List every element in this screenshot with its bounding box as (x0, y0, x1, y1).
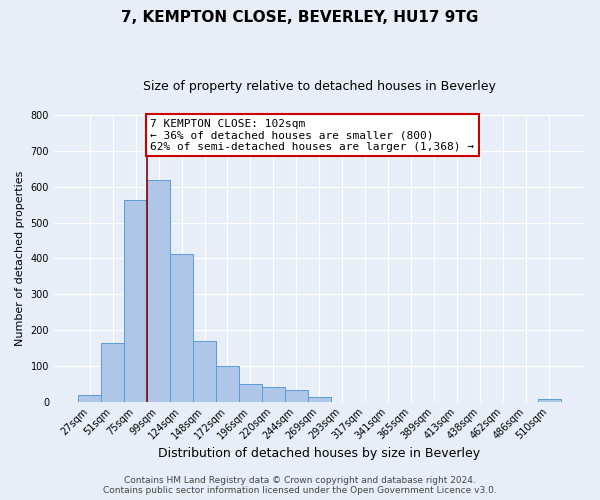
Bar (124, 200, 147, 402)
Bar (538, 399, 561, 402)
Title: Size of property relative to detached houses in Beverley: Size of property relative to detached ho… (143, 80, 496, 93)
Y-axis label: Number of detached properties: Number of detached properties (15, 170, 25, 346)
X-axis label: Distribution of detached houses by size in Beverley: Distribution of detached houses by size … (158, 447, 481, 460)
Bar (170, 254, 193, 402)
Text: 7 KEMPTON CLOSE: 102sqm
← 36% of detached houses are smaller (800)
62% of semi-d: 7 KEMPTON CLOSE: 102sqm ← 36% of detache… (151, 118, 475, 152)
Bar (216, 366, 239, 402)
Bar (147, 180, 170, 402)
Bar (308, 398, 331, 402)
Bar (193, 341, 216, 402)
Bar (101, 344, 124, 402)
Bar (239, 384, 262, 402)
Text: Contains HM Land Registry data © Crown copyright and database right 2024.
Contai: Contains HM Land Registry data © Crown c… (103, 476, 497, 495)
Bar (262, 388, 285, 402)
Bar (78, 394, 101, 402)
Bar (285, 390, 308, 402)
Text: 7, KEMPTON CLOSE, BEVERLEY, HU17 9TG: 7, KEMPTON CLOSE, BEVERLEY, HU17 9TG (121, 10, 479, 25)
